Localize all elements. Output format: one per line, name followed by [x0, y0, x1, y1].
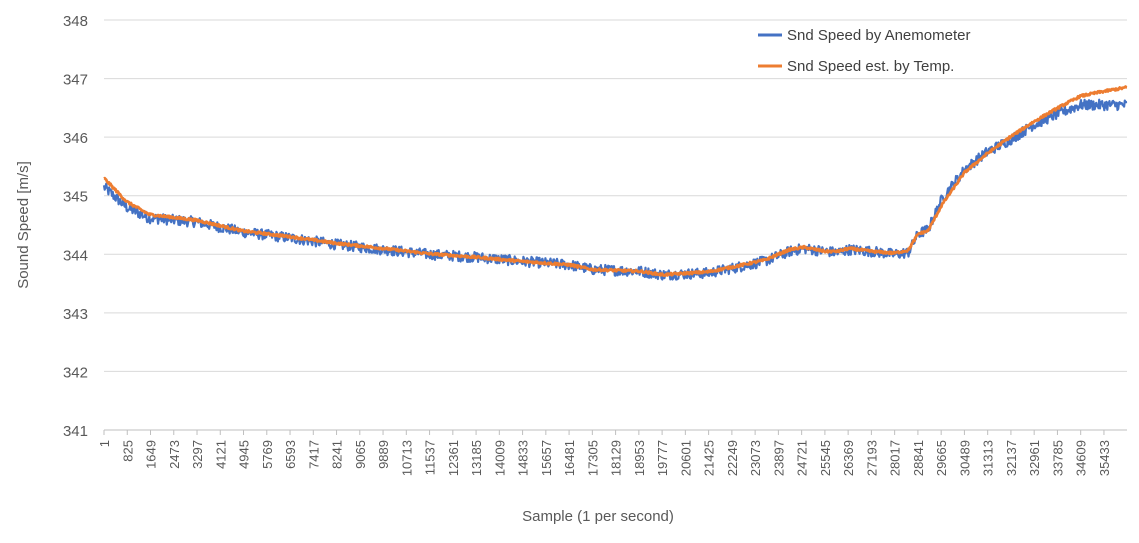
x-tick-label: 9889	[376, 440, 391, 469]
x-tick-label: 5769	[260, 440, 275, 469]
x-tick-label: 1	[97, 440, 112, 447]
x-tick-label: 2473	[167, 440, 182, 469]
x-tick-label: 34609	[1074, 440, 1089, 476]
x-tick-label: 27193	[864, 440, 879, 476]
x-tick-label: 33785	[1050, 440, 1065, 476]
x-tick-label: 23897	[771, 440, 786, 476]
x-tick-label: 31313	[981, 440, 996, 476]
y-tick-label: 347	[63, 72, 88, 89]
x-tick-label: 825	[120, 440, 135, 462]
x-tick-label: 11537	[423, 440, 438, 475]
x-tick-label: 14009	[492, 440, 507, 476]
x-tick-label: 22249	[725, 440, 740, 476]
y-tick-label: 344	[63, 247, 88, 264]
x-tick-label: 23073	[748, 440, 763, 476]
y-tick-label: 342	[63, 364, 88, 381]
legend-label-temperature: Snd Speed est. by Temp.	[787, 58, 954, 75]
x-tick-label: 4121	[213, 440, 228, 469]
x-tick-label: 29665	[934, 440, 949, 476]
x-tick-label: 7417	[306, 440, 321, 469]
x-tick-label: 3297	[190, 440, 205, 469]
x-axis-ticks: 1 825 1649 2473 3297 4121 4945 5769 6593 7417 8241…	[97, 430, 1112, 476]
x-tick-label: 9065	[353, 440, 368, 469]
series-line-anemometer	[102, 98, 1128, 281]
x-tick-label: 16481	[562, 440, 577, 476]
series-line-temperature	[103, 85, 1128, 277]
x-tick-label: 28841	[911, 440, 926, 476]
x-tick-label: 15657	[539, 440, 554, 476]
y-tick-label: 346	[63, 130, 88, 147]
x-tick-label: 8241	[330, 440, 345, 469]
x-tick-label: 24721	[795, 440, 810, 476]
x-tick-label: 20601	[678, 440, 693, 476]
y-tick-label: 345	[63, 189, 88, 206]
x-tick-label: 32961	[1027, 440, 1042, 476]
x-tick-label: 19777	[655, 440, 670, 476]
x-tick-label: 32137	[1004, 440, 1019, 476]
legend-label-anemometer: Snd Speed by Anemometer	[787, 27, 970, 44]
x-tick-label: 14833	[516, 440, 531, 476]
x-tick-label: 26369	[841, 440, 856, 476]
x-axis-title: Sample (1 per second)	[522, 508, 674, 525]
x-tick-label: 4945	[237, 440, 252, 469]
gridlines	[104, 19, 1127, 372]
x-tick-label: 28017	[888, 440, 903, 476]
x-tick-label: 1649	[144, 440, 159, 469]
x-tick-label: 30489	[957, 440, 972, 476]
x-tick-label: 12361	[446, 440, 461, 476]
y-tick-label: 348	[63, 13, 88, 30]
x-tick-label: 25545	[818, 440, 833, 476]
x-tick-label: 18953	[632, 440, 647, 476]
x-tick-label: 35433	[1097, 440, 1112, 476]
y-axis-title: Sound Speed [m/s]	[15, 161, 32, 289]
x-tick-label: 21425	[702, 440, 717, 476]
series-lines	[102, 85, 1128, 281]
legend: Snd Speed by Anemometer Snd Speed est. b…	[758, 27, 970, 75]
x-tick-label: 18129	[609, 440, 624, 476]
x-tick-label: 17305	[585, 440, 600, 476]
x-tick-label: 10713	[399, 440, 414, 476]
x-tick-label: 6593	[283, 440, 298, 469]
x-tick-label: 13185	[469, 440, 484, 476]
y-tick-label: 343	[63, 306, 88, 323]
y-tick-label: 341	[63, 423, 88, 440]
y-axis-ticks: 341 342 343 344 345 346 347 348	[63, 13, 88, 440]
